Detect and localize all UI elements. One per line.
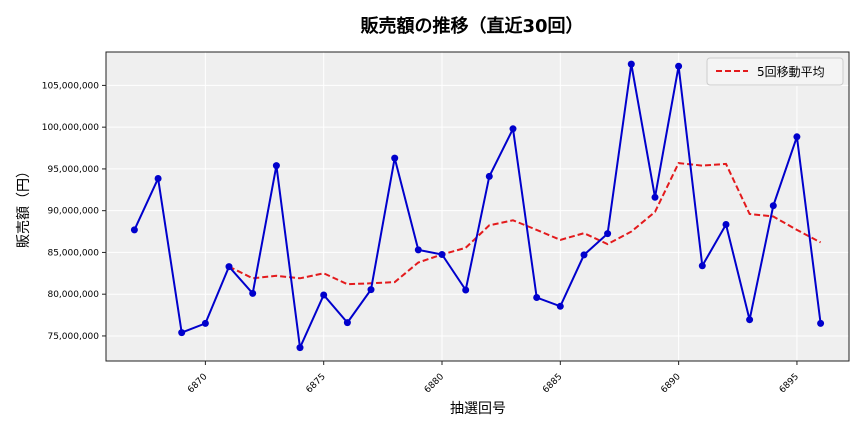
x-tick-label: 6890 xyxy=(659,372,682,395)
data-point-marker xyxy=(343,319,351,327)
data-point-marker xyxy=(154,175,162,182)
y-tick-label: 105,000,000 xyxy=(42,81,100,91)
data-point-marker xyxy=(178,329,186,337)
x-tick-label: 6885 xyxy=(541,372,564,395)
data-point-marker xyxy=(485,172,493,180)
y-axis-ticks: 75,000,000 80,000,000 85,000,000 90,000,000… xyxy=(42,81,106,342)
y-tick-label: 90,000,000 xyxy=(47,207,99,217)
data-point-marker xyxy=(225,263,233,271)
data-point-marker xyxy=(320,291,328,299)
data-point-marker xyxy=(296,344,304,352)
data-point-marker xyxy=(580,251,588,259)
y-tick-label: 95,000,000 xyxy=(47,165,99,175)
x-axis-ticks: 6870 6875 6880 6885 6890 6895 xyxy=(186,361,801,395)
data-point-marker xyxy=(698,262,706,270)
data-point-marker xyxy=(391,154,399,162)
legend: 5回移動平均 xyxy=(706,57,844,86)
data-point-marker xyxy=(462,286,470,294)
data-point-marker xyxy=(604,230,612,238)
data-point-marker xyxy=(201,319,209,327)
y-axis-label: 販売額（円） xyxy=(16,164,32,248)
x-tick-label: 6880 xyxy=(423,372,446,395)
chart-title: 販売額の推移（直近30回） xyxy=(360,15,583,37)
plot-frame xyxy=(105,51,850,362)
data-point-marker xyxy=(438,251,446,258)
x-tick-label: 6895 xyxy=(778,372,801,395)
data-point-marker xyxy=(722,221,730,228)
x-tick-label: 6875 xyxy=(305,372,328,395)
data-point-marker xyxy=(130,226,138,234)
sales-line xyxy=(130,60,825,352)
data-point-marker xyxy=(627,60,635,68)
grid-lines xyxy=(106,52,849,361)
data-point-marker xyxy=(651,193,659,201)
data-point-marker xyxy=(769,202,777,210)
data-point-marker xyxy=(533,294,541,301)
data-point-marker xyxy=(746,316,754,324)
data-point-marker xyxy=(556,302,564,310)
data-point-marker xyxy=(793,133,801,141)
plot-area xyxy=(106,52,849,361)
x-axis-label: 抽選回号 xyxy=(450,401,506,417)
data-point-marker xyxy=(272,162,280,170)
data-point-marker xyxy=(414,246,422,254)
legend-label: 5回移動平均 xyxy=(757,65,825,79)
y-tick-label: 80,000,000 xyxy=(47,290,99,300)
legend-box xyxy=(706,57,844,86)
y-tick-label: 75,000,000 xyxy=(47,332,99,342)
moving-average-line xyxy=(228,162,822,286)
data-point-marker xyxy=(817,319,825,327)
data-point-marker xyxy=(675,62,683,70)
y-tick-label: 100,000,000 xyxy=(42,123,100,133)
data-point-marker xyxy=(509,125,517,133)
data-point-marker xyxy=(249,289,257,297)
data-point-marker xyxy=(367,286,375,294)
x-tick-label: 6870 xyxy=(186,372,209,395)
y-tick-label: 85,000,000 xyxy=(47,248,99,258)
